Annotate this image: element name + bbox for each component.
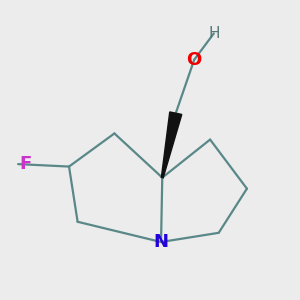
Polygon shape — [161, 112, 182, 178]
Text: N: N — [154, 233, 169, 251]
Text: F: F — [19, 155, 32, 173]
Text: H: H — [208, 26, 220, 41]
Text: O: O — [187, 51, 202, 69]
